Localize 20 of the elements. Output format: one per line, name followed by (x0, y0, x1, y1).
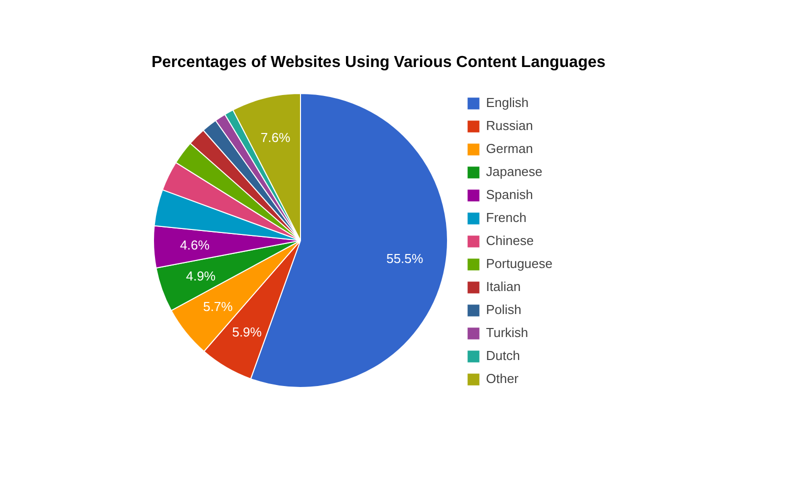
data-label: 7.6% (260, 130, 291, 146)
legend-label: Chinese (486, 232, 534, 250)
data-label: 55.5% (386, 251, 424, 266)
legend-label: Spanish (486, 186, 533, 204)
data-label: 4.9% (186, 268, 216, 284)
legend-label: Japanese (486, 163, 542, 181)
legend-label: German (486, 140, 533, 158)
legend-label: Dutch (486, 347, 520, 365)
data-label: 5.9% (232, 324, 262, 340)
legend-label: Turkish (486, 324, 528, 342)
legend-label: Other (486, 370, 519, 388)
legend-label: Russian (486, 117, 533, 135)
legend-label: French (486, 209, 526, 227)
data-label: 5.7% (203, 299, 234, 314)
legend-label: Portuguese (486, 255, 552, 273)
data-label: 4.6% (180, 238, 210, 253)
legend-label: Italian (486, 278, 521, 296)
chart-title: Percentages of Websites Using Various Content Languages (151, 54, 606, 71)
legend-label: Polish (486, 301, 522, 319)
legend-label: English (486, 94, 529, 112)
